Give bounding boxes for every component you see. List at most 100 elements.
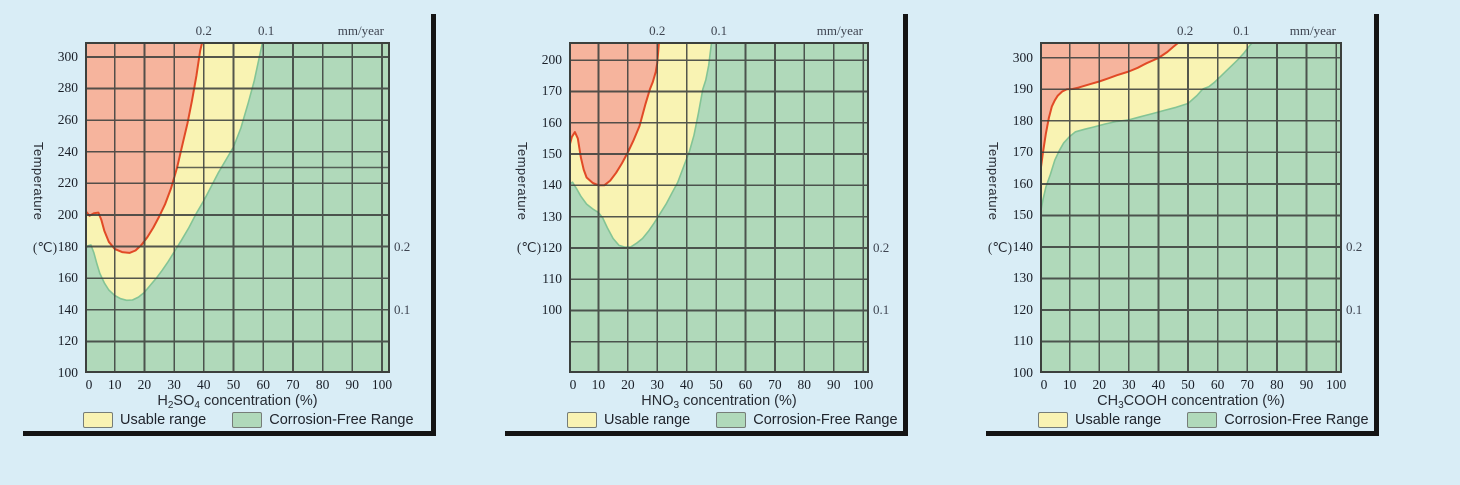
y-tick-label: 300: [1012, 49, 1033, 65]
legend-item-usable: Usable range: [1038, 412, 1161, 428]
y-tick-label: 100: [57, 365, 78, 380]
x-tick-label: 40: [1151, 377, 1166, 392]
top-unit-label: mm/year: [1289, 23, 1336, 38]
y-tick-label: 220: [57, 175, 78, 191]
legend-label: Corrosion-Free Range: [753, 412, 898, 428]
corrosion-free-swatch: [232, 412, 263, 428]
top-iso-label: 0.1: [258, 23, 275, 38]
y-tick-label: 140: [1012, 238, 1033, 254]
y-tick-label: 160: [1012, 175, 1033, 191]
x-tick-label: 10: [107, 377, 122, 392]
y-tick-label: 190: [1012, 81, 1033, 97]
grid-lines: [85, 42, 390, 373]
y-axis-unit: (℃): [516, 240, 542, 255]
x-tick-label: 20: [621, 377, 635, 392]
y-tick-label: 200: [541, 52, 562, 68]
y-tick-label: 170: [1012, 144, 1033, 160]
x-tick-label: 10: [591, 377, 606, 392]
x-tick-label: 50: [709, 377, 723, 392]
y-axis-title: Temperature: [986, 142, 1001, 221]
top-iso-label: 0.2: [1176, 23, 1194, 38]
x-tick-label: 60: [256, 377, 270, 392]
legend-label: Usable range: [120, 412, 207, 428]
plot-svg: [569, 42, 869, 373]
y-tick-label: 100: [541, 302, 562, 318]
top-iso-label: 0.2: [649, 23, 666, 38]
usable-range-swatch: [567, 412, 597, 428]
legend-label: Usable range: [1075, 412, 1162, 428]
x-tick-label: 100: [371, 377, 393, 392]
y-tick-label: 170: [541, 83, 562, 99]
y-tick-label: 240: [57, 143, 78, 159]
usable-range-swatch: [83, 412, 113, 428]
legend-item-usable: Usable range: [567, 412, 690, 428]
y-tick-label: 110: [542, 271, 562, 287]
formula-subscript: 4: [194, 400, 200, 411]
x-tick-label: 80: [315, 377, 330, 392]
panel-frame-h2so4: [23, 14, 436, 436]
panel-frame-hno3: [505, 14, 908, 436]
y-tick-label: 130: [541, 208, 562, 224]
x-tick-label: 20: [1092, 377, 1106, 392]
usable-range-swatch: [1038, 412, 1068, 428]
top-iso-label: 0.1: [1233, 23, 1250, 38]
x-tick-label: 60: [738, 377, 753, 392]
legend-label: Corrosion-Free Range: [269, 412, 414, 428]
x-tick-label: 70: [768, 377, 782, 392]
corrosion-free-region: [569, 42, 869, 373]
x-tick-label: 80: [797, 377, 812, 392]
plot-border: [1040, 42, 1342, 373]
concentration-suffix: concentration (%): [1167, 393, 1285, 409]
y-tick-label: 150: [541, 146, 562, 161]
corrosion-free-swatch: [1187, 412, 1218, 428]
x-tick-label: 40: [679, 377, 694, 392]
x-tick-label: 90: [1299, 377, 1314, 392]
y-tick-label: 260: [57, 112, 78, 128]
grid-lines: [1040, 42, 1342, 373]
right-iso-label: 0.1: [873, 302, 890, 318]
plot-svg: [1040, 42, 1342, 373]
corrosion-free-swatch: [716, 412, 747, 428]
formula-text: H: [157, 393, 168, 409]
corrosion-free-region: [85, 42, 390, 373]
y-axis-unit: (℃): [32, 240, 58, 255]
x-tick-label: 30: [650, 377, 664, 392]
x-axis-title: H2SO4 concentration (%): [85, 393, 390, 414]
formula-text: HNO: [641, 393, 674, 409]
legend-label: Usable range: [604, 412, 691, 428]
y-tick-label: 130: [1012, 270, 1033, 286]
top-unit-label: mm/year: [337, 23, 384, 38]
plot-border: [85, 42, 390, 373]
right-iso-label: 0.2: [873, 239, 890, 255]
formula-text: COOH: [1123, 393, 1168, 409]
y-tick-label: 140: [541, 177, 562, 193]
x-tick-label: 90: [345, 377, 360, 392]
y-tick-label: 120: [541, 239, 562, 255]
x-tick-label: 50: [226, 377, 241, 392]
x-axis-title: CH3COOH concentration (%): [1040, 393, 1342, 414]
legend: Usable range Corrosion-Free Range: [567, 412, 923, 428]
y-tick-label: 180: [1012, 112, 1033, 128]
top-unit-label: mm/year: [816, 23, 863, 38]
iso-line-02: [569, 42, 660, 187]
iso-line-02: [1040, 42, 1180, 175]
formula-subscript: 2: [167, 400, 174, 411]
y-tick-label: 150: [1012, 207, 1033, 223]
x-tick-label: 60: [1210, 377, 1225, 392]
y-tick-label: 140: [57, 301, 78, 317]
x-tick-label: 10: [1062, 377, 1077, 392]
x-tick-label: 40: [197, 377, 211, 392]
right-iso-label: 0.1: [1346, 301, 1363, 317]
x-tick-label: 100: [1325, 377, 1347, 392]
legend: Usable range Corrosion-Free Range: [1038, 412, 1396, 428]
y-tick-label: 280: [57, 80, 78, 96]
legend: Usable range Corrosion-Free Range: [83, 412, 444, 428]
concentration-suffix: concentration (%): [199, 393, 318, 409]
iso-line-01: [85, 42, 264, 302]
x-tick-label: 90: [826, 377, 841, 392]
y-axis-unit: (℃): [987, 240, 1013, 255]
y-tick-label: 120: [1012, 301, 1033, 317]
y-tick-label: 160: [57, 270, 78, 286]
corrosion-free-region: [1040, 42, 1342, 373]
